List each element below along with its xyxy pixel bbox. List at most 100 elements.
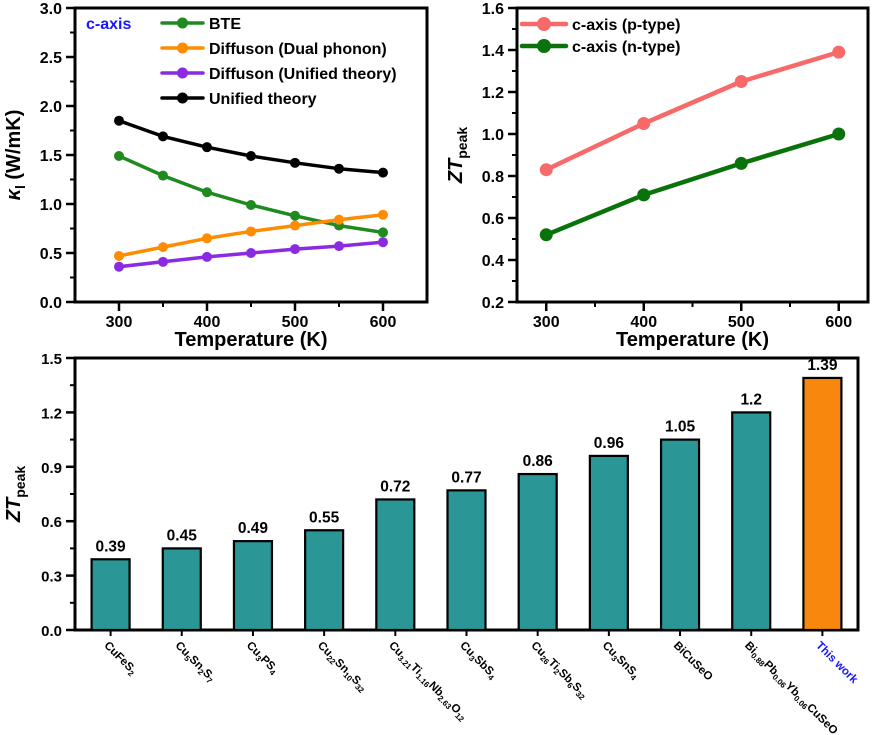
data-point-diffuson-dual-phonon <box>334 214 344 225</box>
data-point-diffuson-dual-phonon <box>290 220 300 231</box>
bar-cu26ti2sb6s32 <box>517 472 558 632</box>
y-axis-tick-label: 0.6 <box>41 514 62 531</box>
data-point-diffuson-dual-phonon <box>202 233 212 244</box>
data-point-c-axis-p-type <box>734 75 748 88</box>
y-axis-title: κl (W/mK) <box>3 110 28 201</box>
y-axis-tick-label: 0.3 <box>41 569 62 586</box>
legend-label-diffuson-dual-phonon: Diffuson (Dual phonon) <box>209 41 387 58</box>
legend-label-bte: BTE <box>209 16 241 33</box>
data-point-c-axis-p-type <box>637 117 651 130</box>
data-point-bte <box>114 150 124 161</box>
legend-marker-bte <box>177 17 188 29</box>
data-point-c-axis-n-type <box>539 228 553 242</box>
bar-value-label: 0.55 <box>309 509 340 526</box>
bar-this-work <box>802 376 843 632</box>
bar-cufes2 <box>90 558 131 632</box>
bar-cu3sns4 <box>588 454 629 632</box>
x-axis-tick-label: 600 <box>825 314 852 331</box>
legend-label-diffuson-unified-theory: Diffuson (Unified theory) <box>209 66 397 83</box>
bar-category-label: Cu3PS4 <box>243 640 281 678</box>
x-axis-title: Temperature (K) <box>616 329 769 350</box>
data-point-unified-theory <box>158 131 168 142</box>
x-axis-tick-label: 300 <box>106 314 133 331</box>
data-point-diffuson-unified-theory <box>290 244 300 255</box>
bar-value-label: 0.49 <box>238 520 269 537</box>
data-point-bte <box>378 227 388 238</box>
bar-value-label: 0.39 <box>96 538 127 555</box>
data-point-unified-theory <box>114 115 124 126</box>
bar-cu5sn2s7 <box>161 547 202 632</box>
x-axis-tick-label: 500 <box>728 314 755 331</box>
data-point-unified-theory <box>202 142 212 153</box>
bar-cu3ps4 <box>232 540 274 632</box>
data-point-c-axis-n-type <box>734 156 748 170</box>
x-axis-tick-label: 400 <box>194 314 221 331</box>
y-axis-tick-label: 0.9 <box>41 460 62 477</box>
data-point-diffuson-unified-theory <box>202 251 212 262</box>
y-axis-tick-label: 2.5 <box>40 50 62 67</box>
legend-marker-c-axis-n-type <box>537 39 551 53</box>
data-point-bte <box>290 210 300 221</box>
lattice-thermal-conductivity-chart: 0.0 0.5 1.0 1.5 2.0 2.5 3.0 300 400 500 600 BTE Diff… <box>3 1 429 350</box>
y-axis-tick-label: 1.2 <box>41 405 62 422</box>
data-point-bte <box>202 187 212 198</box>
bar-bicuseo <box>659 438 701 632</box>
bar-category-label: Cu3.21Ti1.16Nb2.63O12 <box>385 640 470 725</box>
y-axis-tick-label: 3.0 <box>40 1 62 18</box>
x-axis-tick-label: 300 <box>533 314 560 331</box>
data-point-unified-theory <box>334 163 344 174</box>
y-axis-title: ZTpeak <box>445 127 470 185</box>
data-point-diffuson-unified-theory <box>246 248 256 258</box>
data-point-c-axis-p-type <box>539 163 553 177</box>
legend-label-unified-theory: Unified theory <box>209 91 317 108</box>
y-axis-tick-label: 0.2 <box>482 295 504 312</box>
data-point-unified-theory <box>378 167 388 178</box>
y-axis-tick-label: 1.0 <box>40 197 62 214</box>
y-axis-tick-label: 1.5 <box>40 148 62 165</box>
y-axis-tick-label: 1.2 <box>482 85 504 102</box>
x-axis-tick-label: 600 <box>370 314 397 331</box>
data-point-diffuson-unified-theory <box>114 261 124 272</box>
bar-category-label: Cu3SbS4 <box>456 640 499 683</box>
series-line-c-axis-n-type <box>544 131 842 238</box>
bar-value-label: 1.05 <box>665 419 696 436</box>
bar-bi0-88pb0-06yb0-06cuseo <box>731 411 772 632</box>
data-point-bte <box>246 199 256 210</box>
y-axis-tick-label: 0.0 <box>41 623 62 640</box>
panel-annotation: c-axis <box>86 16 131 33</box>
data-point-diffuson-dual-phonon <box>158 242 168 253</box>
y-axis-tick-label: 1.5 <box>41 351 62 368</box>
y-axis-tick-label: 0.5 <box>40 246 62 263</box>
bar-value-label: 0.72 <box>380 478 410 495</box>
bar-value-label: 0.77 <box>451 469 481 486</box>
data-point-diffuson-dual-phonon <box>246 226 256 237</box>
data-point-diffuson-unified-theory <box>378 237 388 248</box>
zt-peak-materials-comparison-chart: 0.0 0.3 0.6 0.9 1.2 1.5 0.39 CuFeS2 0.45 Cu5Sn2S7… <box>3 351 860 735</box>
legend-label-c-axis-n-type: c-axis (n-type) <box>572 39 680 56</box>
x-axis-tick-label: 500 <box>282 314 309 331</box>
bar-cu3-21ti1-16nb2-63o12 <box>375 498 416 632</box>
data-point-diffuson-dual-phonon <box>378 209 388 220</box>
bar-cu3sbs4 <box>446 489 487 632</box>
data-point-c-axis-n-type <box>832 127 846 141</box>
bar-category-label: CuFeS2 <box>100 640 139 679</box>
bar-category-label: Cu3SnS4 <box>598 640 641 683</box>
legend-marker-diffuson-dual-phonon <box>177 42 188 54</box>
bar-cu22sn10s32 <box>304 529 345 632</box>
bar-category-label: This work <box>813 640 860 687</box>
y-axis-tick-label: 0.0 <box>40 295 62 312</box>
bar-category-label: Cu22Sn10S32 <box>314 640 370 696</box>
y-axis-tick-label: 1.4 <box>482 43 504 60</box>
legend-label-c-axis-p-type: c-axis (p-type) <box>572 17 680 34</box>
legend-marker-diffuson-unified-theory <box>177 67 188 79</box>
y-axis-title: ZTpeak <box>3 466 28 524</box>
y-axis-tick-label: 1.0 <box>482 127 504 144</box>
bar-category-label: Cu26Ti2Sb6S32 <box>527 640 590 703</box>
data-point-diffuson-dual-phonon <box>114 250 124 261</box>
y-axis-tick-label: 0.8 <box>482 169 504 186</box>
data-point-diffuson-unified-theory <box>158 256 168 267</box>
x-axis-title: Temperature (K) <box>175 329 328 350</box>
plot-frame <box>515 6 870 304</box>
data-point-c-axis-n-type <box>637 188 651 202</box>
